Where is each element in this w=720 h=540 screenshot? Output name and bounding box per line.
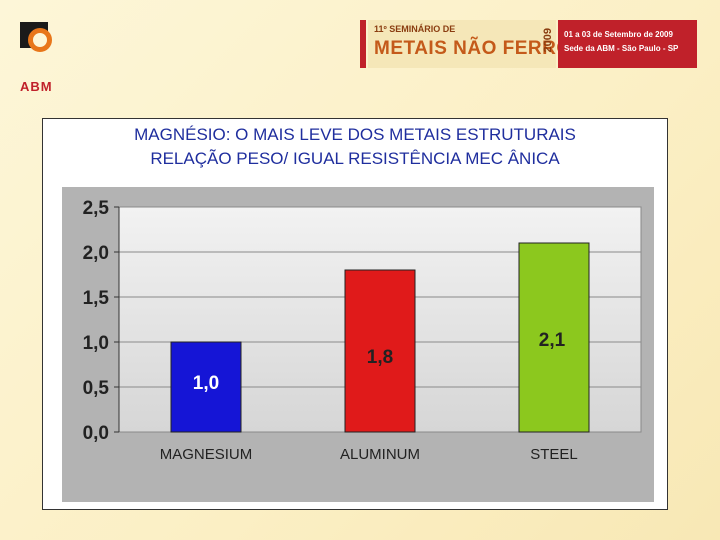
data-label: 2,1 bbox=[539, 330, 566, 351]
chart-subtitle: RELAÇÃO PESO/ IGUAL RESISTÊNCIA MEC ÂNIC… bbox=[150, 149, 560, 168]
y-tick-label: 1,5 bbox=[83, 288, 110, 309]
logo-text: ABM bbox=[20, 79, 53, 94]
x-tick-label: MAGNESIUM bbox=[160, 446, 253, 463]
abm-logo: ABM bbox=[20, 22, 60, 94]
banner-right: 01 a 03 de Setembro de 2009 Sede da ABM … bbox=[558, 20, 697, 68]
data-label: 1,8 bbox=[367, 347, 393, 368]
data-label: 1,0 bbox=[193, 373, 219, 394]
y-tick-label: 0,0 bbox=[83, 423, 109, 444]
bar-chart: 0,0 0,5 1,0 1,5 2,0 2,5 1,0 MAGNESIUM 1,8 ALUMINU… bbox=[62, 187, 654, 502]
banner-year: 2009 bbox=[542, 28, 554, 53]
banner-dates: 01 a 03 de Setembro de 2009 bbox=[564, 30, 673, 39]
chart-frame: MAGNÉSIO: O MAIS LEVE DOS METAIS ESTRUTU… bbox=[42, 118, 668, 510]
banner-accent-bar bbox=[360, 20, 366, 68]
chart-title: MAGNÉSIO: O MAIS LEVE DOS METAIS ESTRUTU… bbox=[134, 125, 576, 144]
banner-name: METAIS NÃO FERROSOS bbox=[374, 38, 614, 59]
bar bbox=[170, 341, 242, 433]
seminar-banner: 11º SEMINÁRIO DE METAIS NÃO FERROSOS 200… bbox=[360, 20, 697, 70]
banner-edition: 11º SEMINÁRIO DE bbox=[374, 24, 456, 34]
logo-ring bbox=[28, 28, 52, 52]
banner-left: 11º SEMINÁRIO DE METAIS NÃO FERROSOS 200… bbox=[368, 20, 613, 68]
x-tick-label: STEEL bbox=[530, 446, 578, 463]
x-tick-label: ALUMINUM bbox=[340, 446, 420, 463]
y-tick-label: 1,0 bbox=[83, 333, 109, 354]
banner-venue: Sede da ABM - São Paulo - SP bbox=[564, 44, 679, 53]
y-tick-label: 2,5 bbox=[83, 198, 110, 219]
y-tick-label: 0,5 bbox=[83, 378, 110, 399]
y-tick-label: 2,0 bbox=[83, 243, 109, 264]
bar bbox=[518, 242, 590, 433]
bar bbox=[344, 269, 416, 433]
